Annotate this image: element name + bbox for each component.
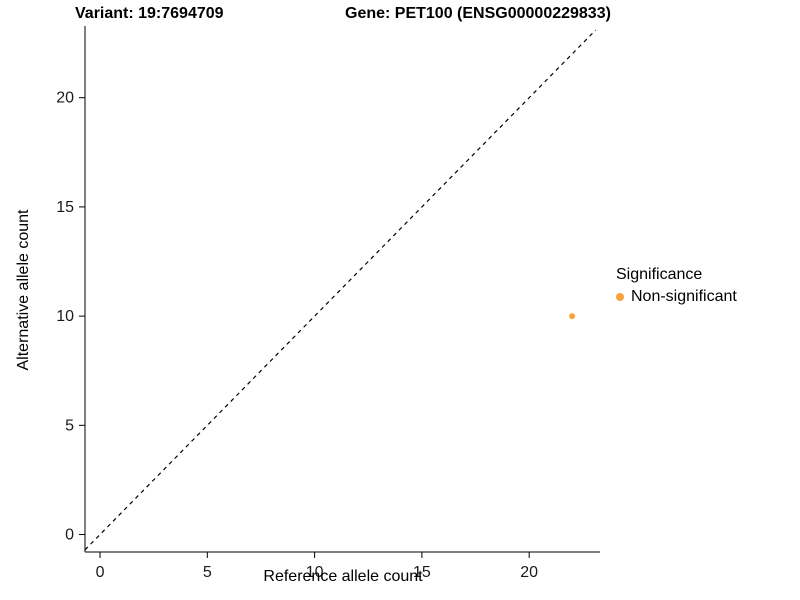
variant-title: Variant: 19:7694709 bbox=[75, 5, 224, 22]
gene-title: Gene: PET100 (ENSG00000229833) bbox=[345, 5, 611, 22]
x-tick-label: 0 bbox=[96, 564, 105, 581]
y-tick-label: 5 bbox=[65, 417, 74, 434]
x-axis-title: Reference allele count bbox=[263, 568, 423, 585]
data-point bbox=[569, 313, 576, 320]
x-tick-label: 10 bbox=[306, 564, 324, 581]
legend-entry: Non-significant bbox=[616, 288, 737, 306]
y-tick-label: 20 bbox=[56, 90, 74, 107]
legend: Significance Non-significant bbox=[616, 266, 737, 306]
y-axis-title: Alternative allele count bbox=[15, 209, 32, 371]
legend-entry-label: Non-significant bbox=[631, 288, 737, 305]
x-tick-label: 5 bbox=[203, 564, 212, 581]
x-tick-label: 20 bbox=[520, 564, 538, 581]
y-tick-label: 15 bbox=[56, 199, 74, 216]
legend-title: Significance bbox=[616, 266, 703, 283]
y-tick-label: 0 bbox=[65, 527, 74, 544]
legend-marker-dot bbox=[616, 293, 624, 301]
y-tick-label: 10 bbox=[56, 308, 74, 325]
identity-line bbox=[84, 29, 597, 551]
x-tick-label: 15 bbox=[413, 564, 431, 581]
